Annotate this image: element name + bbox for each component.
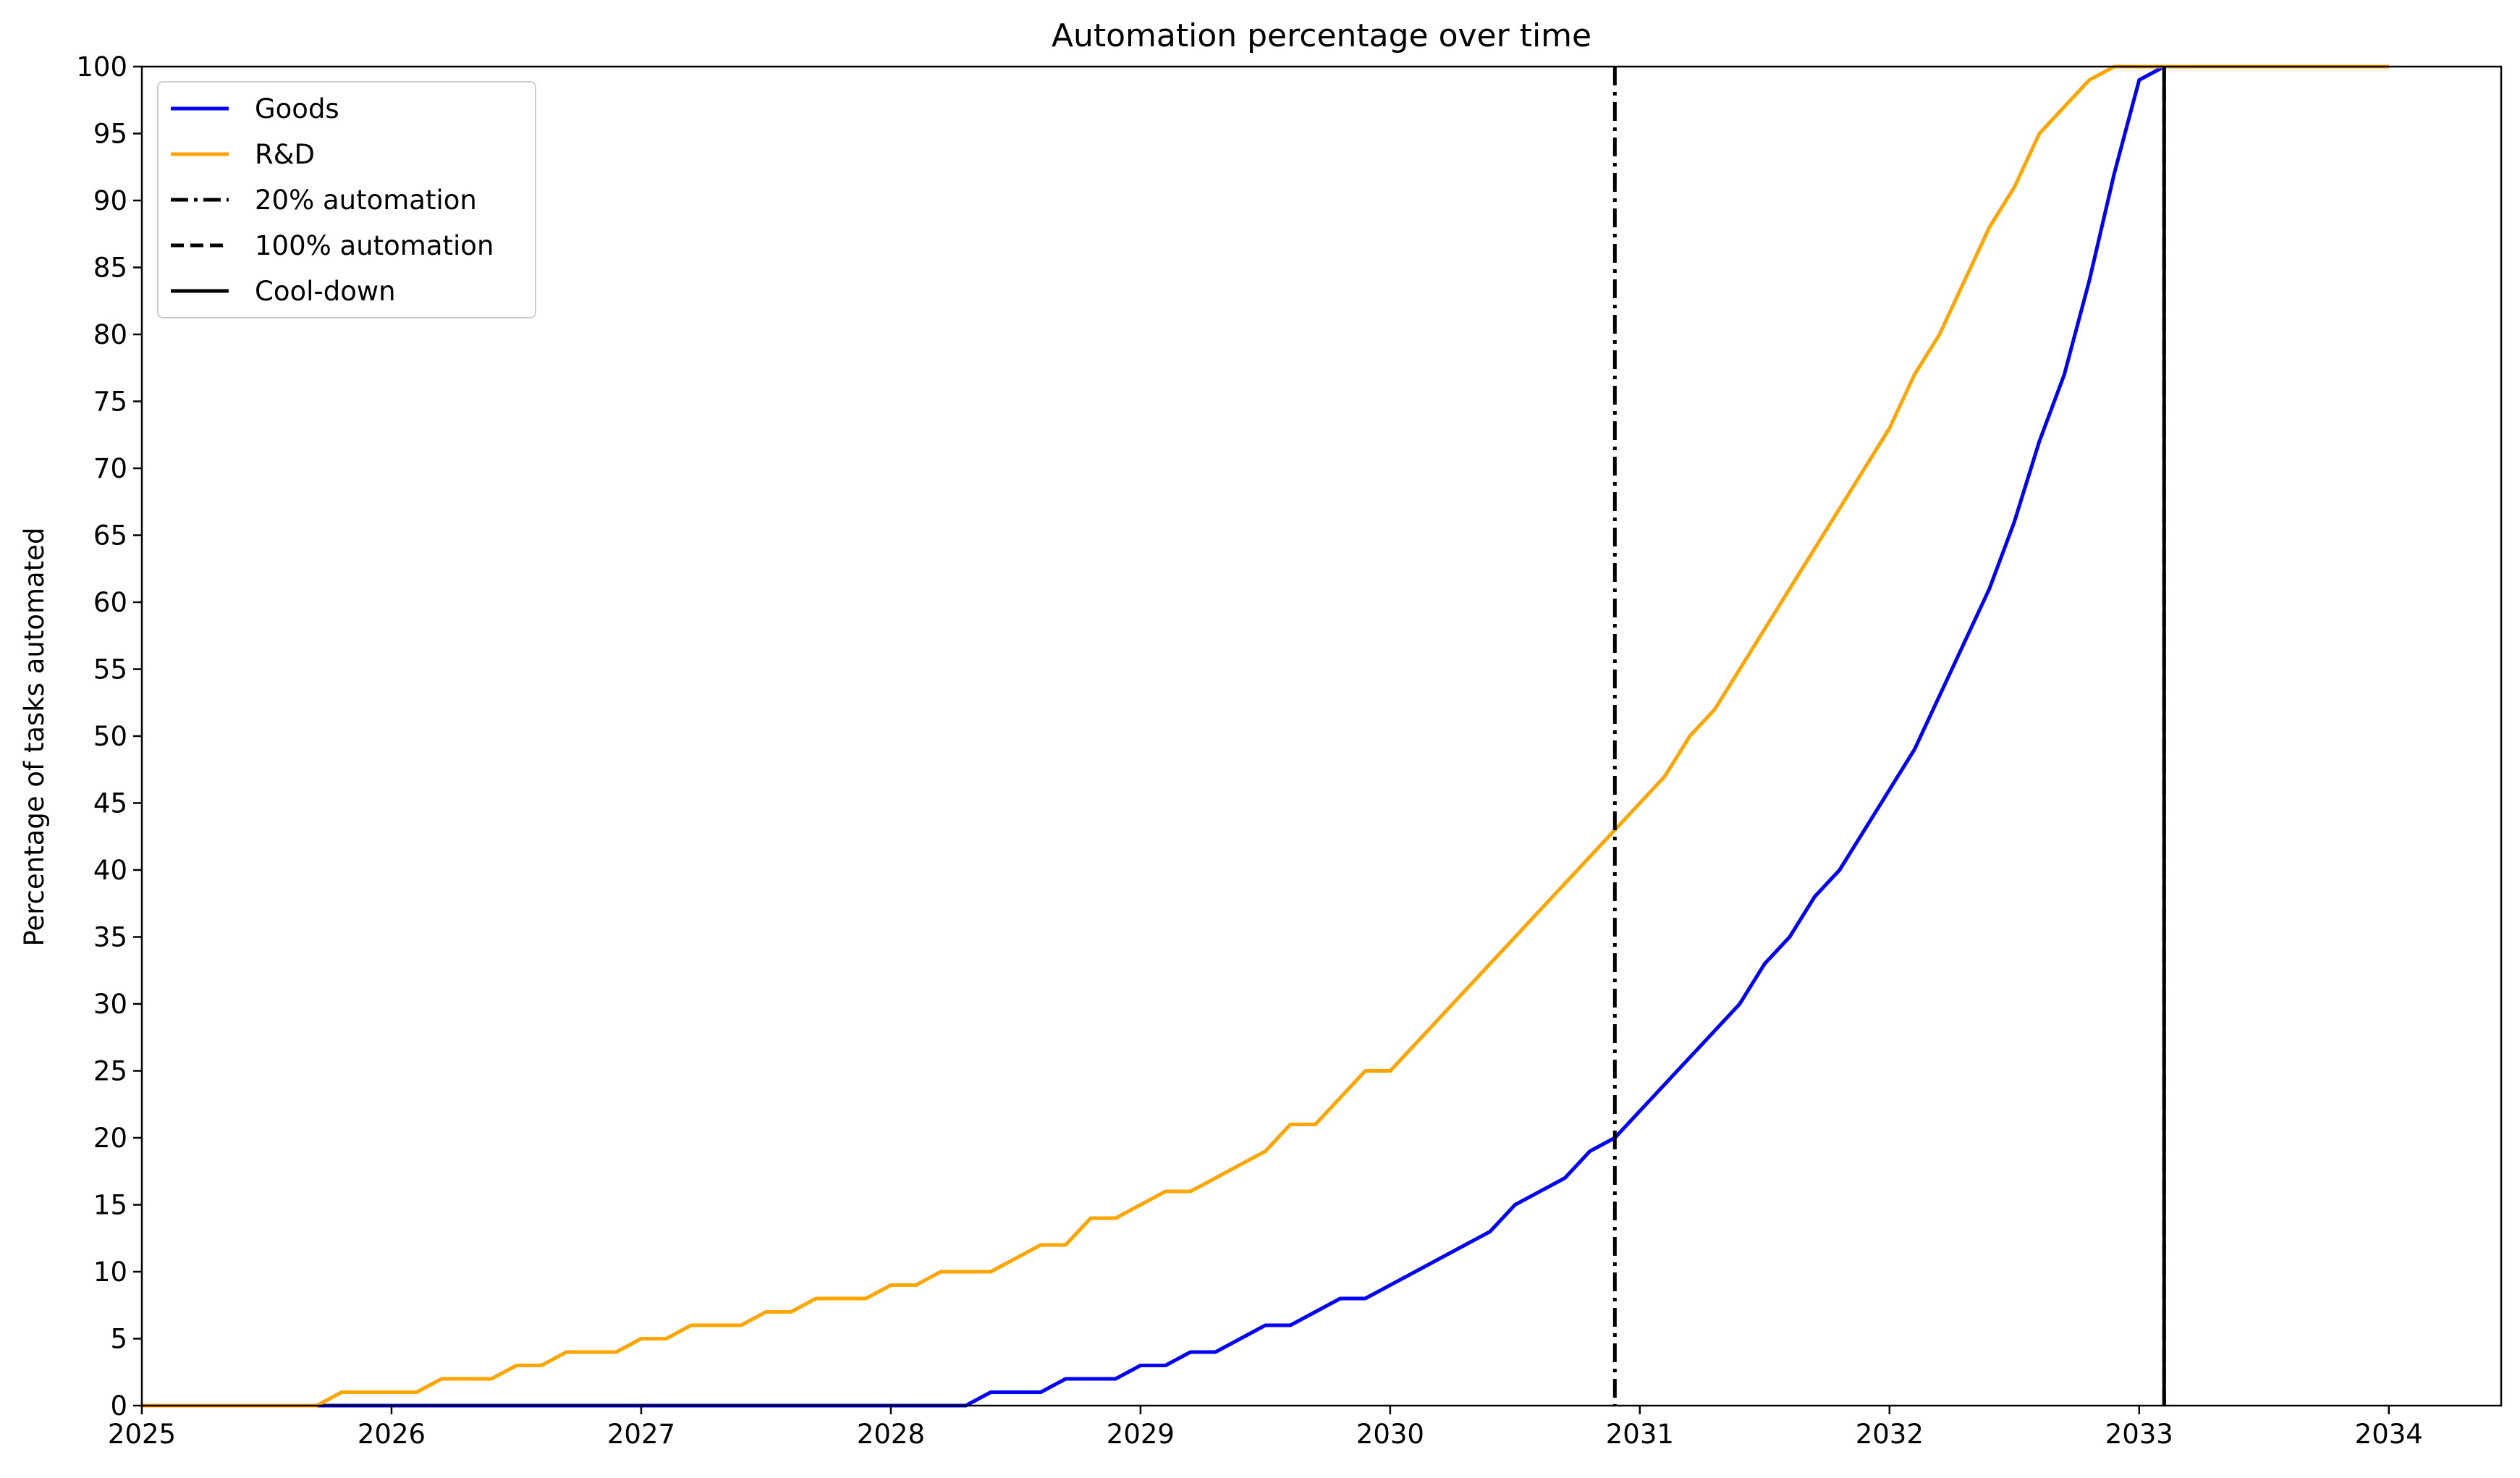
x-tick-label: 2027 [607,1419,675,1450]
legend-label-cool-down: Cool-down [255,276,396,307]
y-tick-label: 50 [93,721,127,752]
x-tick-label: 2026 [358,1419,426,1450]
legend-label-100-automation: 100% automation [255,230,494,261]
y-tick-label: 70 [93,453,127,484]
x-tick-label: 2031 [1606,1419,1674,1450]
x-tick-label: 2029 [1107,1419,1175,1450]
y-tick-label: 65 [93,520,127,552]
chart-title: Automation percentage over time [1052,17,1591,54]
x-tick-label: 2032 [1856,1419,1924,1450]
y-tick-label: 45 [93,788,127,819]
y-tick-label: 55 [93,654,127,685]
legend: Goods R&D 20% automation 100% automation Coo… [157,81,536,318]
legend-label-r-d: R&D [255,139,315,170]
legend-items: Goods R&D 20% automation 100% automation Coo… [171,93,494,307]
x-axis-ticks: 2025 2026 2027 2028 2029 2030 2031 2032 2033 2034 [108,1406,2423,1450]
y-tick-label: 10 [93,1257,127,1288]
y-tick-label: 100 [76,51,127,83]
x-tick-label: 2034 [2355,1419,2423,1450]
y-tick-label: 80 [93,319,127,350]
y-tick-label: 95 [93,119,127,150]
x-tick-label: 2033 [2105,1419,2173,1450]
y-tick-label: 15 [93,1190,127,1221]
y-tick-label: 60 [93,587,127,618]
y-tick-label: 90 [93,185,127,216]
y-tick-label: 85 [93,253,127,284]
x-tick-label: 2028 [857,1419,925,1450]
x-tick-label: 2030 [1356,1419,1424,1450]
y-tick-label: 5 [110,1324,127,1355]
legend-frame [157,81,536,318]
y-tick-label: 75 [93,387,127,418]
legend-label-goods: Goods [255,93,339,124]
y-axis-ticks: 0 5 10 15 20 25 30 35 40 45 50 55 60 65 70 75 80 85 90 95 10… [76,51,142,1422]
legend-label-20-automation: 20% automation [255,185,477,216]
series-layer [142,64,2389,1408]
y-tick-label: 25 [93,1056,127,1087]
series-line-r-d [142,64,2389,1408]
y-tick-label: 20 [93,1123,127,1154]
series-line-goods [142,64,2389,1408]
y-tick-label: 40 [93,855,127,886]
x-tick-label: 2025 [108,1419,176,1450]
y-tick-label: 30 [93,989,127,1020]
y-axis-label: Percentage of tasks automated [19,528,50,947]
vertical-lines-layer [1612,67,2166,1406]
y-tick-label: 35 [93,922,127,953]
y-tick-label: 0 [110,1390,127,1422]
